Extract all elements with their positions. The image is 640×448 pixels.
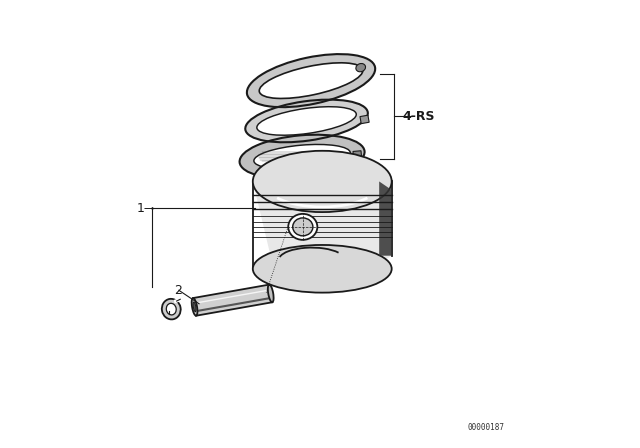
Ellipse shape	[254, 144, 350, 169]
Ellipse shape	[257, 107, 356, 135]
Ellipse shape	[239, 135, 365, 179]
Ellipse shape	[253, 151, 392, 212]
Text: 2: 2	[174, 284, 182, 297]
Ellipse shape	[288, 214, 317, 240]
Bar	[360, 115, 369, 124]
Ellipse shape	[191, 298, 198, 316]
Bar	[353, 151, 362, 159]
Ellipse shape	[193, 302, 196, 312]
Text: 1—: 1—	[136, 202, 157, 215]
Polygon shape	[379, 181, 392, 256]
Ellipse shape	[356, 64, 365, 72]
Ellipse shape	[292, 218, 313, 236]
Text: 3: 3	[165, 308, 173, 321]
Ellipse shape	[268, 284, 274, 302]
Ellipse shape	[247, 54, 375, 107]
Ellipse shape	[259, 63, 363, 99]
Ellipse shape	[166, 303, 176, 315]
Text: 00000187: 00000187	[467, 423, 504, 432]
Polygon shape	[193, 284, 272, 316]
Text: 4-RS: 4-RS	[403, 110, 435, 123]
Ellipse shape	[162, 299, 180, 319]
Ellipse shape	[253, 245, 392, 293]
Ellipse shape	[245, 99, 368, 142]
Polygon shape	[253, 181, 392, 269]
